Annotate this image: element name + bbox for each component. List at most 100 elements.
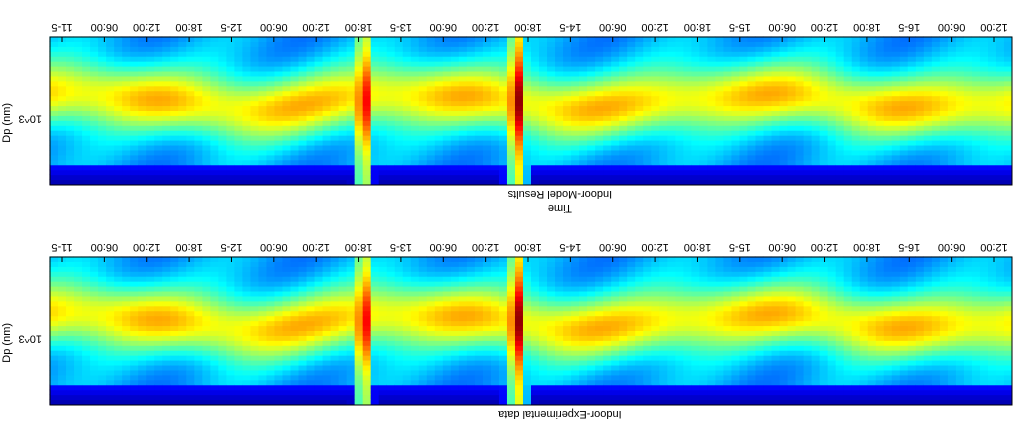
heatmap-cell <box>666 115 676 121</box>
heatmap-cell <box>746 51 756 57</box>
heatmap-cell <box>802 261 812 267</box>
heatmap-cell <box>65 340 75 346</box>
heatmap-cell <box>682 144 692 151</box>
heatmap-cell <box>923 174 932 181</box>
heatmap-cell <box>867 56 876 62</box>
heatmap-cell <box>786 85 796 92</box>
heatmap-cell <box>875 374 884 381</box>
heatmap-cell <box>947 90 956 97</box>
heatmap-cell <box>161 350 171 356</box>
heatmap-cell <box>819 295 828 302</box>
heatmap-cell <box>610 286 620 292</box>
heatmap-cell <box>161 360 171 366</box>
heatmap-cell <box>153 369 163 376</box>
heatmap-cell <box>113 340 123 346</box>
heatmap-cell <box>458 286 467 292</box>
heatmap-cell <box>610 369 620 376</box>
heatmap-cell <box>971 110 980 116</box>
heatmap-cell <box>746 389 756 396</box>
heatmap-cell <box>883 75 892 82</box>
heatmap-cell <box>634 350 644 356</box>
heatmap-cell <box>931 335 940 341</box>
heatmap-cell <box>786 66 796 72</box>
heatmap-cell <box>867 100 876 107</box>
heatmap-cell <box>867 320 876 327</box>
heatmap-cell <box>738 164 748 171</box>
heatmap-cell <box>658 174 668 181</box>
heatmap-cell <box>987 261 996 267</box>
heatmap-cell <box>153 276 163 282</box>
heatmap-cell <box>899 364 908 371</box>
heatmap-cell <box>987 364 996 371</box>
heatmap-cell <box>971 345 980 351</box>
heatmap-cell <box>402 394 411 401</box>
heatmap-cell <box>490 335 499 341</box>
heatmap-cell <box>690 394 700 401</box>
heatmap-cell <box>778 379 788 386</box>
heatmap-cell <box>482 256 491 262</box>
heatmap-cell <box>674 315 684 322</box>
heatmap-cell <box>658 51 668 57</box>
heatmap-cell <box>722 41 732 47</box>
heatmap-cell <box>987 399 996 405</box>
heatmap-cell <box>442 320 451 327</box>
heatmap-cell <box>386 364 395 371</box>
heatmap-cell <box>193 340 203 346</box>
heatmap-cell <box>690 320 700 327</box>
heatmap-cell <box>618 325 628 331</box>
heatmap-cell <box>786 256 796 262</box>
heatmap-cell <box>786 394 796 401</box>
heatmap-cell <box>386 281 395 287</box>
heatmap-cell <box>754 335 764 341</box>
heatmap-cell <box>867 281 876 287</box>
heatmap-cell <box>201 384 211 391</box>
heatmap-cell <box>354 399 363 405</box>
heatmap-cell <box>714 66 724 72</box>
heatmap-cell <box>97 364 107 371</box>
heatmap-cell <box>690 384 700 391</box>
heatmap-cell <box>875 95 884 102</box>
heatmap-cell <box>514 335 523 341</box>
heatmap-cell <box>754 90 764 97</box>
heatmap-cell <box>810 300 820 307</box>
heatmap-cell <box>891 105 900 111</box>
heatmap-cell <box>810 360 820 366</box>
heatmap-cell <box>642 286 652 292</box>
heatmap-cell <box>819 360 828 366</box>
heatmap-cell <box>859 75 868 82</box>
heatmap-cell <box>522 261 531 267</box>
heatmap-cell <box>658 360 668 366</box>
heatmap-cell <box>979 320 988 327</box>
heatmap-cell <box>923 41 932 47</box>
heatmap-cell <box>105 355 115 361</box>
heatmap-cell <box>738 51 748 57</box>
heatmap-cell <box>907 41 916 47</box>
heatmap-cell <box>947 305 956 312</box>
heatmap-cell <box>955 374 964 381</box>
heatmap-cell <box>698 355 708 361</box>
heatmap-cell <box>802 90 812 97</box>
heatmap-cell <box>249 271 259 277</box>
heatmap-cell <box>786 100 796 107</box>
heatmap-cell <box>907 154 916 161</box>
heatmap-cell <box>273 300 283 307</box>
heatmap-cell <box>746 369 756 376</box>
heatmap-cell <box>177 266 187 272</box>
heatmap-cell <box>931 41 940 47</box>
heatmap-cell <box>402 290 411 297</box>
heatmap-cell <box>875 369 884 376</box>
heatmap-cell <box>859 110 868 116</box>
heatmap-cell <box>843 80 852 87</box>
heatmap-cell <box>963 281 972 287</box>
heatmap-cell <box>794 61 804 67</box>
heatmap-cell <box>321 330 331 336</box>
heatmap-cell <box>835 100 844 107</box>
heatmap-cell <box>386 379 395 386</box>
heatmap-cell <box>875 85 884 92</box>
heatmap-cell <box>129 261 139 267</box>
heatmap-cell <box>971 46 980 52</box>
heatmap-cell <box>626 281 636 287</box>
heatmap-cell <box>722 261 732 267</box>
heatmap-cell <box>706 261 716 267</box>
heatmap-cell <box>538 266 548 272</box>
